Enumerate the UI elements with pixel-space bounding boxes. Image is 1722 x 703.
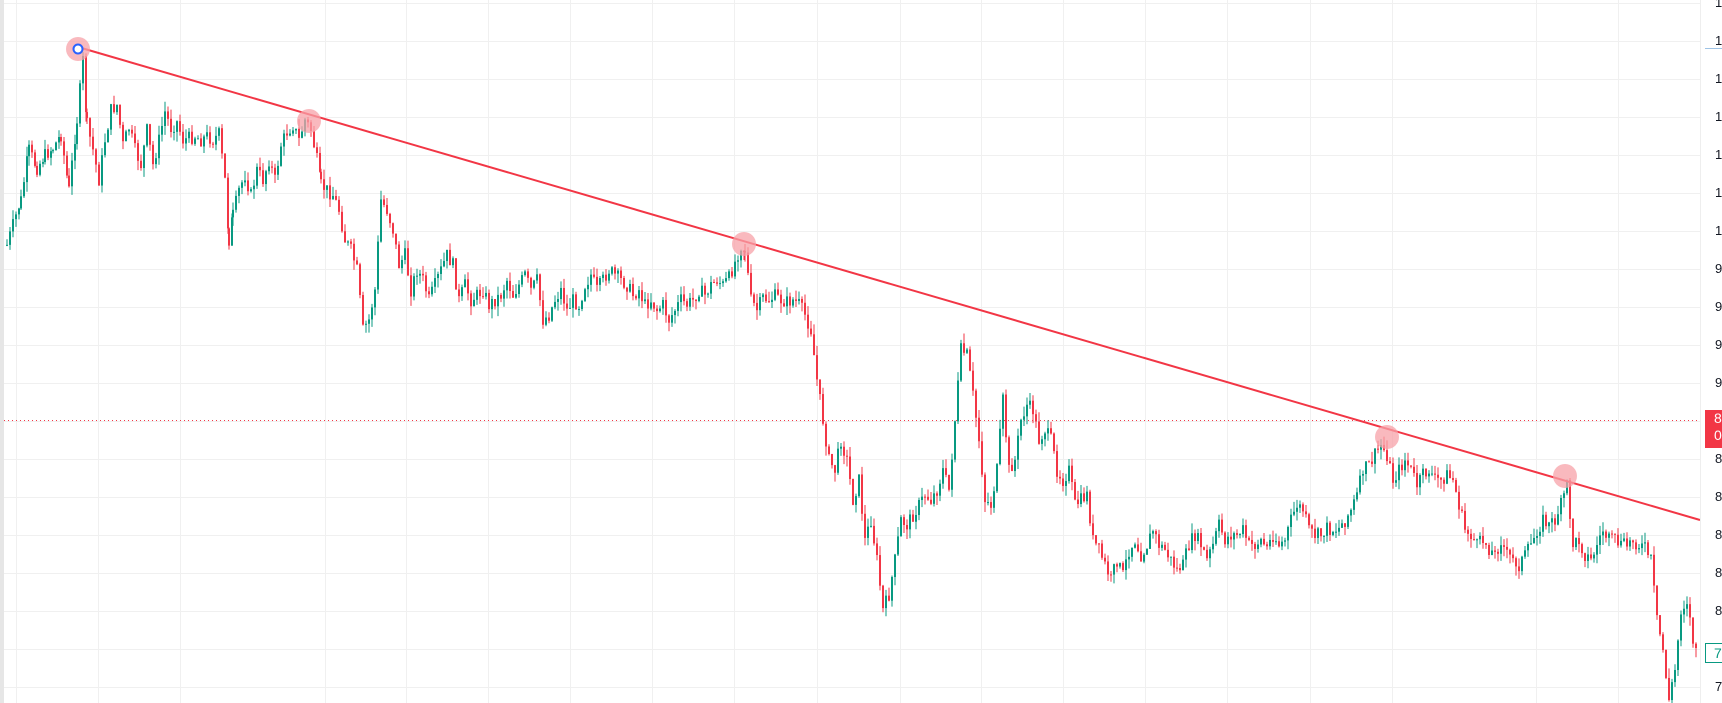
last-price-line2: 0	[1714, 427, 1722, 443]
price-axis-label: 1	[1715, 109, 1722, 124]
price-axis-label: 9	[1715, 337, 1722, 352]
price-axis-label: 1	[1715, 0, 1722, 10]
touch-marker	[732, 232, 756, 256]
price-axis-label: 1	[1715, 223, 1722, 238]
price-axis-label: 1	[1715, 147, 1722, 162]
price-axis-label: 9	[1715, 261, 1722, 276]
price-axis-label: 8	[1715, 527, 1722, 542]
price-axis-label: 7	[1715, 679, 1722, 694]
price-axis-label: 8	[1715, 451, 1722, 466]
candles	[6, 52, 1697, 703]
left-toolbar-edge	[0, 0, 4, 703]
price-axis-label: 1	[1715, 71, 1722, 86]
price-axis-label: 8	[1715, 565, 1722, 580]
touch-marker	[1553, 464, 1577, 488]
price-axis-label: 8	[1715, 603, 1722, 618]
price-axis[interactable]: 1 1 1 1 1 1 1 9 9 9 9 8 8 8 8 8 7 8 0 7	[1700, 0, 1722, 703]
crosshair-marker	[1705, 48, 1722, 49]
price-axis-label: 9	[1715, 375, 1722, 390]
trendline-anchor-handle[interactable]	[72, 43, 84, 55]
last-price-label: 8 0	[1705, 410, 1722, 448]
price-axis-label: 9	[1715, 299, 1722, 314]
last-price-line1: 8	[1714, 410, 1722, 426]
price-axis-label: 1	[1715, 33, 1722, 48]
price-axis-label: 8	[1715, 489, 1722, 504]
touch-marker	[297, 109, 321, 133]
trendline[interactable]	[77, 46, 1701, 521]
grid-lines	[4, 0, 1700, 703]
trendline-touch-markers	[66, 37, 1577, 488]
price-axis-label: 1	[1715, 185, 1722, 200]
touch-marker	[1375, 425, 1399, 449]
low-price-label: 7	[1705, 643, 1722, 663]
